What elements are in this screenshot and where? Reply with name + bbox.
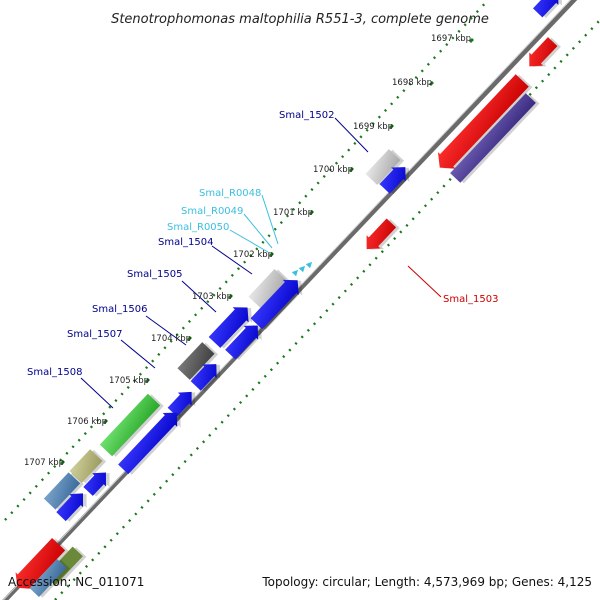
gene-smal-1505-b[interactable] [223,317,269,363]
gene-smal-1507-b[interactable] [116,404,188,478]
callout-line [229,229,269,253]
gene-steel-b[interactable] [54,485,93,525]
kbp-label: 1698 kbp [392,78,432,88]
gene-purple[interactable] [450,92,540,185]
kbp-tick [103,419,108,424]
kbp-label: 1704 kbp [151,334,191,344]
kbp-label: 1702 kbp [233,250,273,260]
rrna-arrow-49[interactable] [298,264,307,273]
callout-line [181,280,217,313]
gene-label-smal-1502[interactable]: Smal_1502 [279,110,334,121]
scale-rings [4,0,600,600]
kbp-label: 1701 kbp [273,208,313,218]
gene-smal-1507-green[interactable] [99,392,164,458]
callout-line [261,194,279,245]
gene-steel-bottom[interactable] [29,558,71,600]
kbp-tick [469,38,474,43]
kbp-tick [60,460,65,465]
kbp-label: 1699 kbp [353,122,393,132]
kbp-label: 1706 kbp [67,417,107,427]
gene-smal-1508[interactable] [81,465,116,500]
callout-line [243,213,273,249]
gene-smal-1505[interactable] [207,299,260,353]
kbp-labels: 1697 kbp 1698 kbp 1699 kbp 1700 kbp 1701… [24,34,471,468]
gene-label-smal-1505[interactable]: Smal_1505 [127,269,182,280]
gene-label-smal-r0050[interactable]: Smal_R0050 [167,222,229,233]
gene-reverse-long[interactable] [431,71,534,178]
gene-smal-1503[interactable] [360,215,402,258]
gene-steel[interactable] [43,471,84,512]
gene-label-smal-1508[interactable]: Smal_1508 [27,367,82,378]
gene-label-smal-1503[interactable]: Smal_1503 [443,294,498,305]
kbp-tick [269,252,274,257]
scale-ring-dots [4,0,490,521]
gene-callouts [80,117,442,409]
gene-smal-1508-olive[interactable] [69,448,107,485]
kbp-tick [145,378,150,383]
callout-line [80,377,114,409]
callout-line [211,245,253,275]
gene-smal-1502-grey[interactable] [365,148,405,187]
kbp-tick [187,336,192,341]
kbp-label: 1705 kbp [109,376,149,386]
gene-smal-1506[interactable] [188,356,227,395]
map-title: Stenotrophomonas maltophilia R551-3, com… [111,12,489,27]
gene-label-smal-1504[interactable]: Smal_1504 [158,237,213,248]
callout-line [334,117,369,153]
gene-smal-1507[interactable] [165,384,202,421]
gene-labels: Smal_1502 Smal_R0048 Smal_R0049 Smal_R00… [27,110,498,378]
gene-label-smal-1507[interactable]: Smal_1507 [67,329,122,340]
gene-smal-1502[interactable] [377,159,416,198]
gene-reverse-bottom[interactable] [9,535,71,599]
callout-line [407,265,442,298]
callout-line [120,339,156,369]
gene-smal-1506-dark[interactable] [177,341,219,382]
gene-label-smal-r0049[interactable]: Smal_R0049 [181,206,243,217]
callout-line [145,315,187,346]
kbp-tick [228,294,233,299]
rrna-arrow-48[interactable] [291,268,300,277]
genome-summary: Topology: circular; Length: 4,573,969 bp… [261,575,592,589]
scale-ring-dots [54,19,600,600]
kbp-label: 1703 kbp [192,292,232,302]
accession-text: Accession: NC_011071 [8,575,144,589]
cds-top[interactable] [531,0,569,21]
gene-smal-1504[interactable] [248,271,309,333]
gene-label-smal-1506[interactable]: Smal_1506 [92,304,147,315]
gene-smal-1504-grey[interactable] [248,268,292,311]
kbp-tick [309,210,314,215]
kbp-label: 1707 kbp [24,458,64,468]
kbp-label: 1700 kbp [313,165,353,175]
gene-reverse-top[interactable] [522,34,563,75]
rrna-arrow-50[interactable] [305,260,314,269]
gene-label-smal-r0048[interactable]: Smal_R0048 [199,188,261,199]
kbp-tick [349,167,354,172]
kbp-label: 1697 kbp [431,34,471,44]
kbp-tick [429,81,434,86]
kbp-tick [389,124,394,129]
